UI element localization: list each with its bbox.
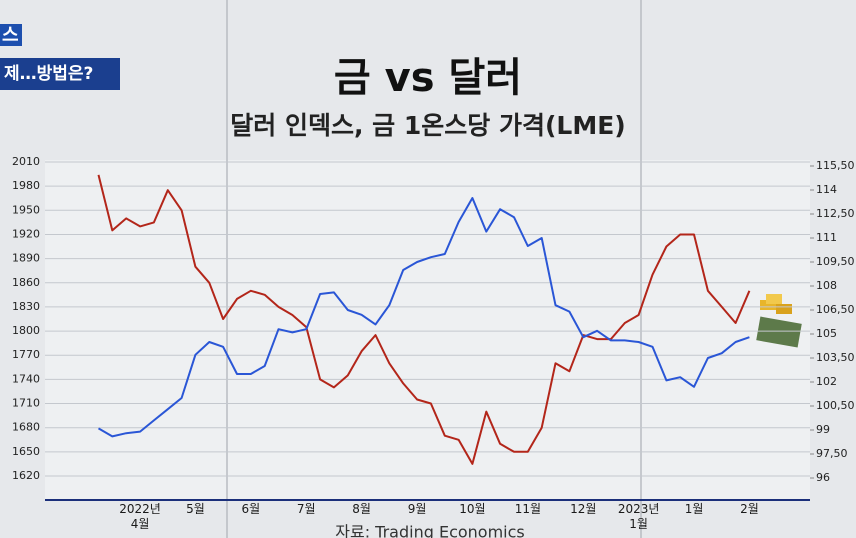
y2-tick-label: 97,50	[816, 447, 848, 460]
y-tick-label: 1860	[12, 276, 40, 289]
y2-tick-label: 105	[816, 327, 837, 340]
logo-text: 스	[2, 25, 19, 46]
y2-tick-label: 115,50	[816, 159, 855, 172]
headline: 제…방법은?	[4, 64, 93, 84]
y2-tick-label: 102	[816, 375, 837, 388]
logo-box	[0, 24, 22, 46]
headline-box	[0, 58, 120, 90]
y2-tick-label: 108	[816, 279, 837, 292]
chart-title: 금 vs 달러	[334, 55, 522, 101]
chart-subtitle: 달러 인덱스, 금 1온스당 가격(LME)	[230, 111, 625, 140]
y2-tick-label: 96	[816, 471, 830, 484]
x-tick-label: 12월	[570, 502, 597, 516]
series-line	[97, 197, 750, 438]
y-tick-label: 1650	[12, 445, 40, 458]
y-tick-label: 2010	[12, 155, 40, 168]
x-tick-label: 6월	[241, 502, 261, 516]
x-tick-label: 8월	[352, 502, 371, 516]
y-tick-label: 1740	[12, 372, 40, 385]
series-line	[97, 174, 751, 465]
y2-tick-label: 109,50	[816, 255, 855, 268]
y2-tick-label: 103,50	[816, 351, 855, 364]
y2-tick-label: 114	[816, 183, 837, 196]
gold-icon	[756, 294, 802, 348]
x-tick-label: 2022년 4월	[119, 502, 161, 531]
y-tick-label: 1980	[12, 179, 40, 192]
x-tick-label: 2월	[740, 502, 759, 516]
y2-tick-label: 100,50	[816, 399, 855, 412]
x-tick-label: 7월	[296, 502, 316, 516]
x-tick-label: 11월	[514, 502, 541, 516]
y2-tick-label: 112,50	[816, 207, 855, 220]
y-tick-label: 1890	[12, 252, 40, 265]
y-tick-label: 1920	[12, 227, 40, 240]
x-tick-label: 2023년 1월	[617, 502, 660, 531]
y-tick-label: 1800	[12, 324, 40, 337]
y2-tick-label: 111	[816, 231, 837, 244]
y-tick-label: 1710	[12, 397, 40, 410]
plot-area	[45, 160, 810, 500]
y-tick-label: 1770	[12, 348, 40, 361]
x-tick-label: 5월	[186, 502, 205, 516]
x-tick-label: 1월	[684, 502, 704, 516]
y-tick-label: 1620	[12, 469, 40, 482]
source: 자료: Trading Economics	[335, 523, 525, 538]
y-tick-label: 1950	[12, 203, 40, 216]
y2-tick-label: 106,50	[816, 303, 855, 316]
x-tick-label: 9월	[407, 502, 427, 516]
y2-tick-label: 99	[816, 423, 830, 436]
y-tick-label: 1680	[12, 421, 40, 434]
x-tick-label: 10월	[459, 502, 486, 516]
y-tick-label: 1830	[12, 300, 40, 313]
